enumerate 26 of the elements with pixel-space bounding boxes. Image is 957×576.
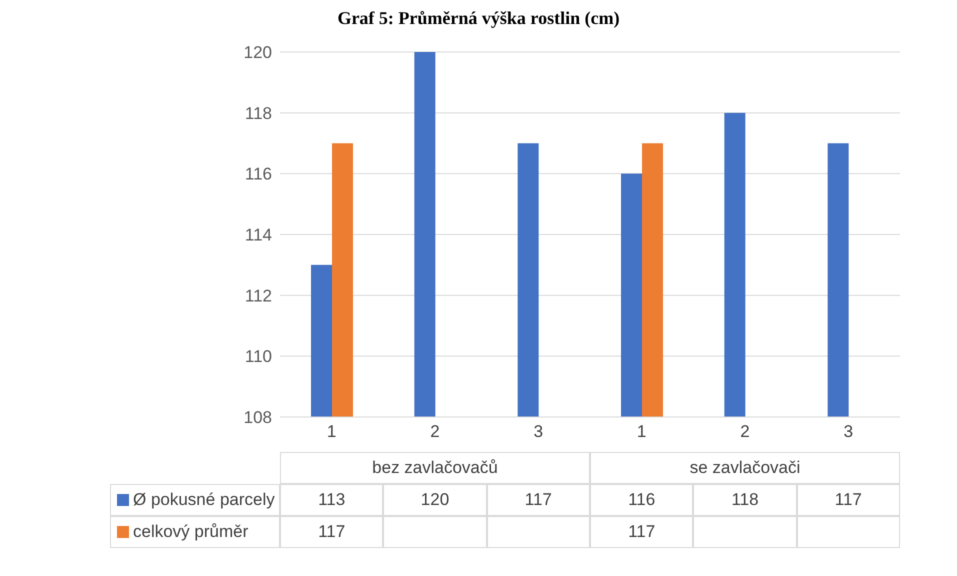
data-label: 118 [693, 484, 797, 516]
data-label: 113 [280, 484, 384, 516]
legend-label: celkový průměr [110, 516, 280, 548]
x-tick-label: 1 [326, 422, 336, 442]
y-tick-label: 114 [244, 226, 272, 245]
text: se zavlačovači [590, 452, 900, 484]
data-label: 117 [280, 516, 384, 548]
x-tick-label: 3 [534, 422, 544, 442]
y-tick-label: 120 [244, 43, 272, 62]
x-tick-label: 2 [430, 422, 440, 442]
data-label: 117 [486, 484, 590, 516]
x-tick-label: 2 [740, 422, 750, 442]
legend-label: Ø pokusné parcely [110, 484, 280, 516]
data-label: 117 [796, 484, 900, 516]
y-tick-label: 112 [244, 286, 272, 306]
chart-title: Graf 5: Průměrná výška rostlin (cm) [336, 8, 621, 30]
text: bez zavlačovačů [280, 452, 590, 484]
y-tick-label: 116 [244, 164, 272, 184]
data-label: 117 [590, 516, 694, 548]
y-tick-label: 110 [244, 347, 272, 366]
x-tick-label: 1 [636, 422, 646, 442]
data-label: 120 [383, 484, 487, 516]
data-label: 116 [590, 484, 694, 516]
x-tick-label: 3 [844, 422, 854, 442]
y-tick-label: 118 [244, 104, 272, 123]
y-tick-label: 108 [244, 408, 272, 428]
